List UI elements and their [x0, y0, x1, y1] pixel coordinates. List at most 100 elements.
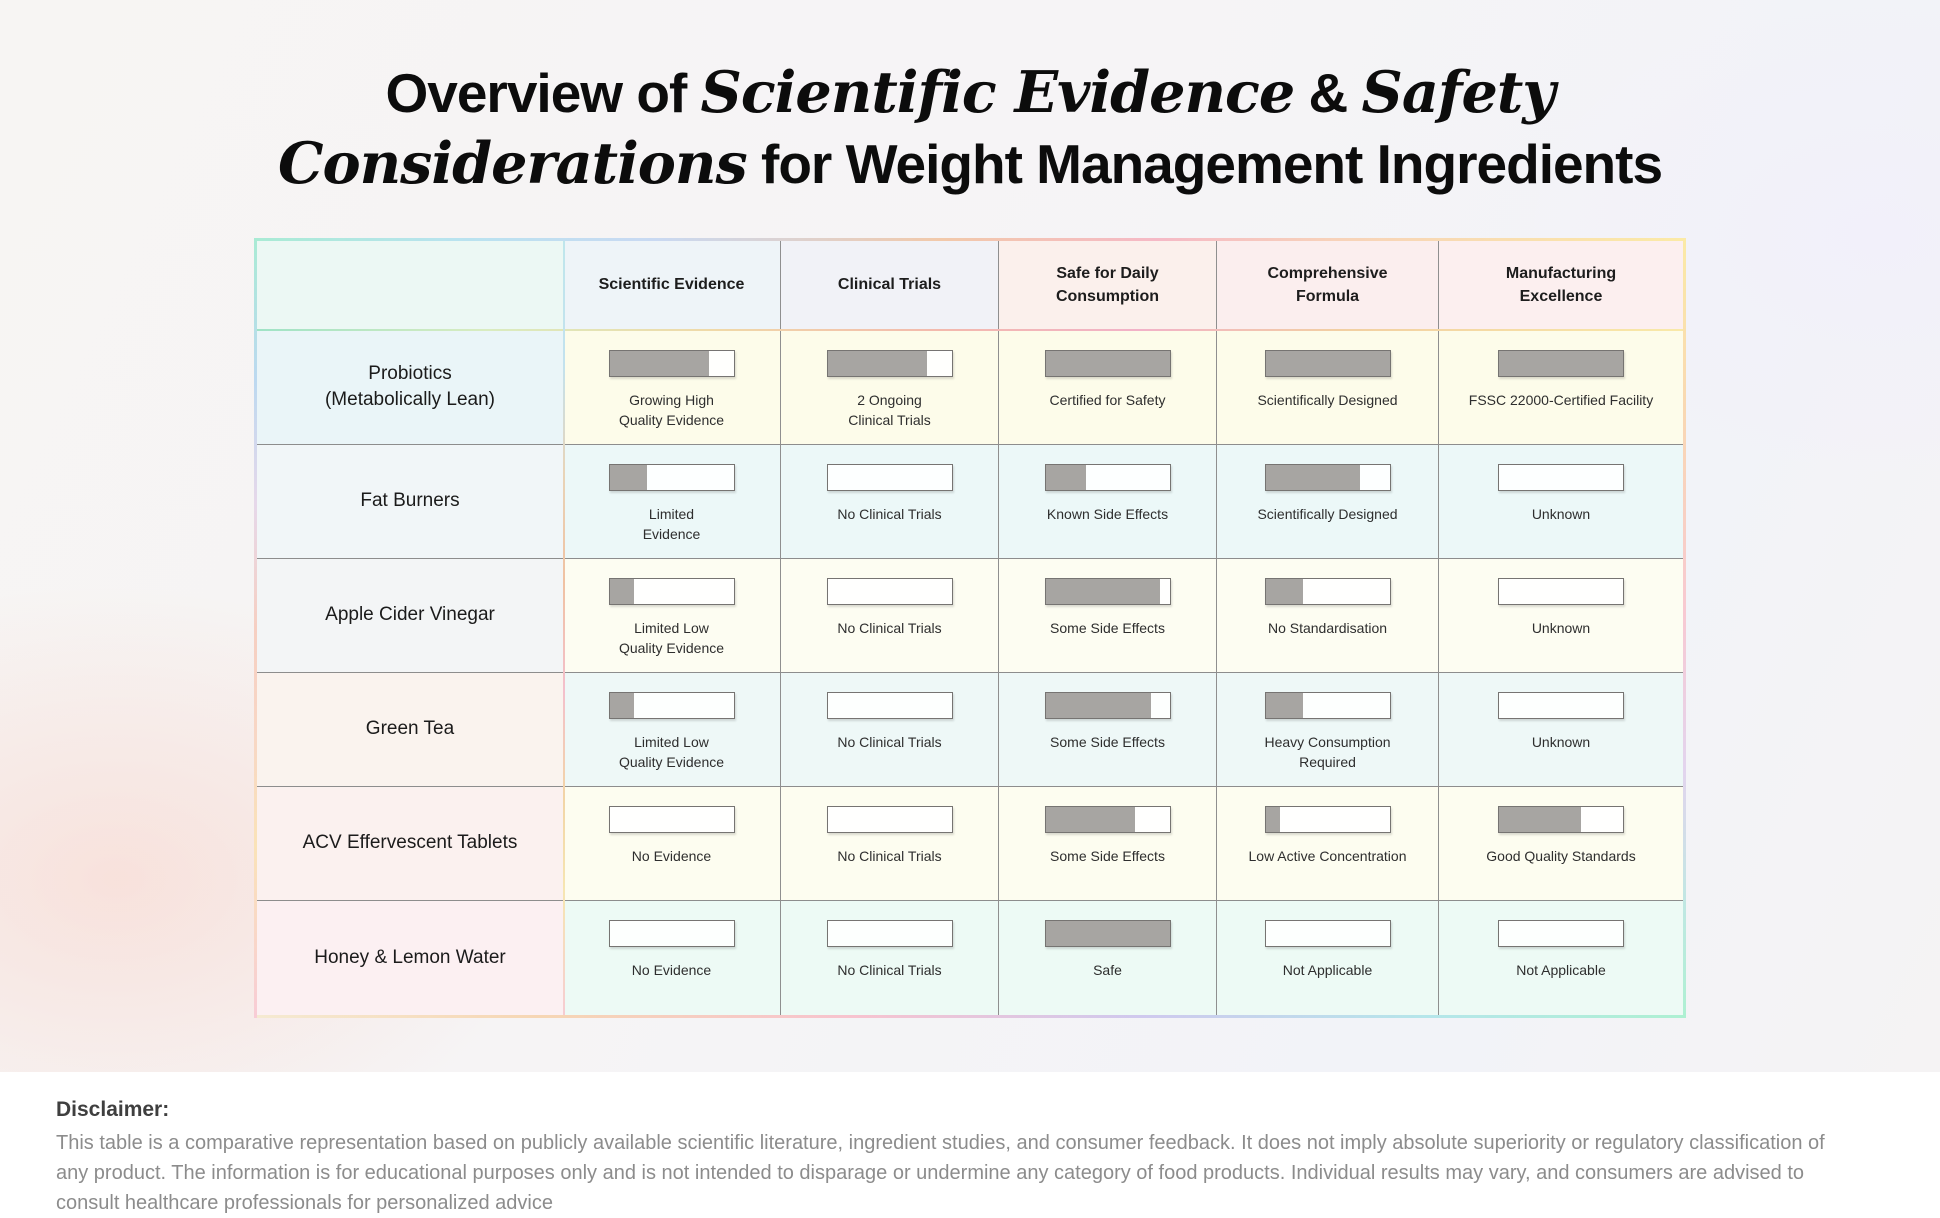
row-label: Fat Burners [257, 444, 563, 559]
header-divider [257, 328, 1683, 331]
rating-bar [1044, 805, 1171, 833]
bar-caption: Unknown [1531, 619, 1591, 636]
rating-bar [1044, 349, 1171, 377]
rating-bar [1044, 919, 1171, 947]
rating-bar [1498, 349, 1624, 377]
rating-bar-fill [827, 350, 927, 376]
rating-bar [608, 577, 735, 605]
table-cell: No Evidence [563, 786, 781, 901]
bar-caption: No Evidence [631, 961, 712, 978]
table-cell: Scientifically Designed [1217, 444, 1439, 559]
bar-caption: Some Side Effects [1050, 733, 1165, 750]
title-segment: Scientific Evidence [700, 59, 1296, 126]
rating-bar [608, 349, 735, 377]
rating-bar [826, 463, 953, 491]
rating-bar [1498, 919, 1624, 947]
bar-caption: Unknown [1531, 733, 1591, 750]
comparison-table-wrapper: Scientific Evidence Clinical Trials Safe f… [254, 237, 1686, 1018]
table-cell: Good Quality Standards [1439, 786, 1683, 901]
rating-bar-fill [609, 692, 635, 718]
row-label: Green Tea [257, 672, 563, 787]
hero-section: Overview of Scientific Evidence & Safety… [0, 0, 1940, 1072]
rating-bar [826, 691, 953, 719]
table-cell: Limited Evidence [563, 444, 781, 559]
bar-caption: Certified for Safety [1049, 391, 1166, 408]
rating-bar [1264, 463, 1391, 491]
page-title: Overview of Scientific Evidence & Safety… [240, 58, 1700, 200]
table-border-top [254, 237, 1686, 241]
bar-caption: Safe [1093, 961, 1122, 978]
rating-bar-fill [609, 578, 635, 604]
table-cell: No Clinical Trials [781, 672, 999, 787]
label-column-divider [563, 240, 565, 1015]
table-border-right [1683, 237, 1686, 1018]
bar-caption: Scientifically Designed [1257, 391, 1398, 408]
table-cell: Certified for Safety [999, 330, 1217, 445]
rating-bar [1264, 577, 1391, 605]
title-segment: Safety [1361, 59, 1556, 126]
rating-bar [1264, 805, 1391, 833]
rating-bar [826, 349, 953, 377]
table-cell: No Clinical Trials [781, 786, 999, 901]
bar-caption: No Clinical Trials [837, 619, 942, 636]
disclaimer-text: This table is a comparative representati… [56, 1132, 1825, 1214]
rating-bar [1498, 463, 1624, 491]
rating-bar-fill [609, 464, 647, 490]
column-header: Clinical Trials [781, 240, 999, 329]
bar-caption: Good Quality Standards [1486, 847, 1636, 864]
table-cell: No Standardisation [1217, 558, 1439, 673]
title-segment: Overview of [385, 62, 701, 124]
rating-bar-fill [609, 350, 709, 376]
rating-bar [608, 805, 735, 833]
title-segment: & [1294, 62, 1362, 124]
table-cell: Safe [999, 900, 1217, 1015]
rating-bar-fill [1045, 350, 1170, 376]
bar-caption: Some Side Effects [1050, 619, 1165, 636]
table-cell: Growing High Quality Evidence [563, 330, 781, 445]
bar-caption: Scientifically Designed [1257, 505, 1398, 522]
rating-bar-fill [1265, 464, 1360, 490]
column-header: Comprehensive Formula [1217, 240, 1439, 329]
disclaimer-heading: Disclaimer: [56, 1098, 170, 1121]
rating-bar-fill [1265, 692, 1303, 718]
table-corner-cell [257, 240, 563, 329]
row-label: Apple Cider Vinegar [257, 558, 563, 673]
rating-bar-fill [1045, 464, 1087, 490]
bar-caption: Not Applicable [1516, 961, 1606, 978]
row-label: Honey & Lemon Water [257, 900, 563, 1015]
rating-bar [1498, 577, 1624, 605]
bar-caption: Low Active Concentration [1248, 847, 1407, 864]
rating-bar [1044, 463, 1171, 491]
table-cell: Not Applicable [1217, 900, 1439, 1015]
bar-caption: Limited Evidence [642, 505, 701, 543]
rating-bar-fill [1265, 350, 1390, 376]
rating-bar [826, 577, 953, 605]
rating-bar [826, 919, 953, 947]
table-cell: 2 Ongoing Clinical Trials [781, 330, 999, 445]
rating-bar [608, 463, 735, 491]
table-cell: No Clinical Trials [781, 900, 999, 1015]
bar-caption: Limited Low Quality Evidence [618, 619, 725, 657]
bar-caption: FSSC 22000-Certified Facility [1468, 391, 1654, 408]
table-cell: No Clinical Trials [781, 558, 999, 673]
title-segment: for Weight Management Ingredients [746, 132, 1663, 195]
rating-bar [608, 919, 735, 947]
table-cell: No Clinical Trials [781, 444, 999, 559]
rating-bar [608, 691, 735, 719]
rating-bar-fill [1045, 806, 1135, 832]
bar-caption: Limited Low Quality Evidence [618, 733, 725, 771]
rating-bar-fill [1265, 578, 1303, 604]
bar-caption: Unknown [1531, 505, 1591, 522]
table-cell: Some Side Effects [999, 558, 1217, 673]
title-line: Overview of Scientific Evidence & Safety [240, 58, 1700, 129]
comparison-table: Scientific Evidence Clinical Trials Safe f… [257, 240, 1683, 1015]
bar-caption: Some Side Effects [1050, 847, 1165, 864]
title-line: Considerations for Weight Management Ing… [240, 129, 1700, 200]
disclaimer-section: Disclaimer: This table is a comparative … [0, 1072, 1940, 1218]
rating-bar-fill [1045, 692, 1151, 718]
bar-caption: No Clinical Trials [837, 733, 942, 750]
table-cell: Some Side Effects [999, 786, 1217, 901]
rating-bar-fill [1045, 578, 1160, 604]
bar-caption: No Clinical Trials [837, 961, 942, 978]
bar-caption: No Clinical Trials [837, 505, 942, 522]
